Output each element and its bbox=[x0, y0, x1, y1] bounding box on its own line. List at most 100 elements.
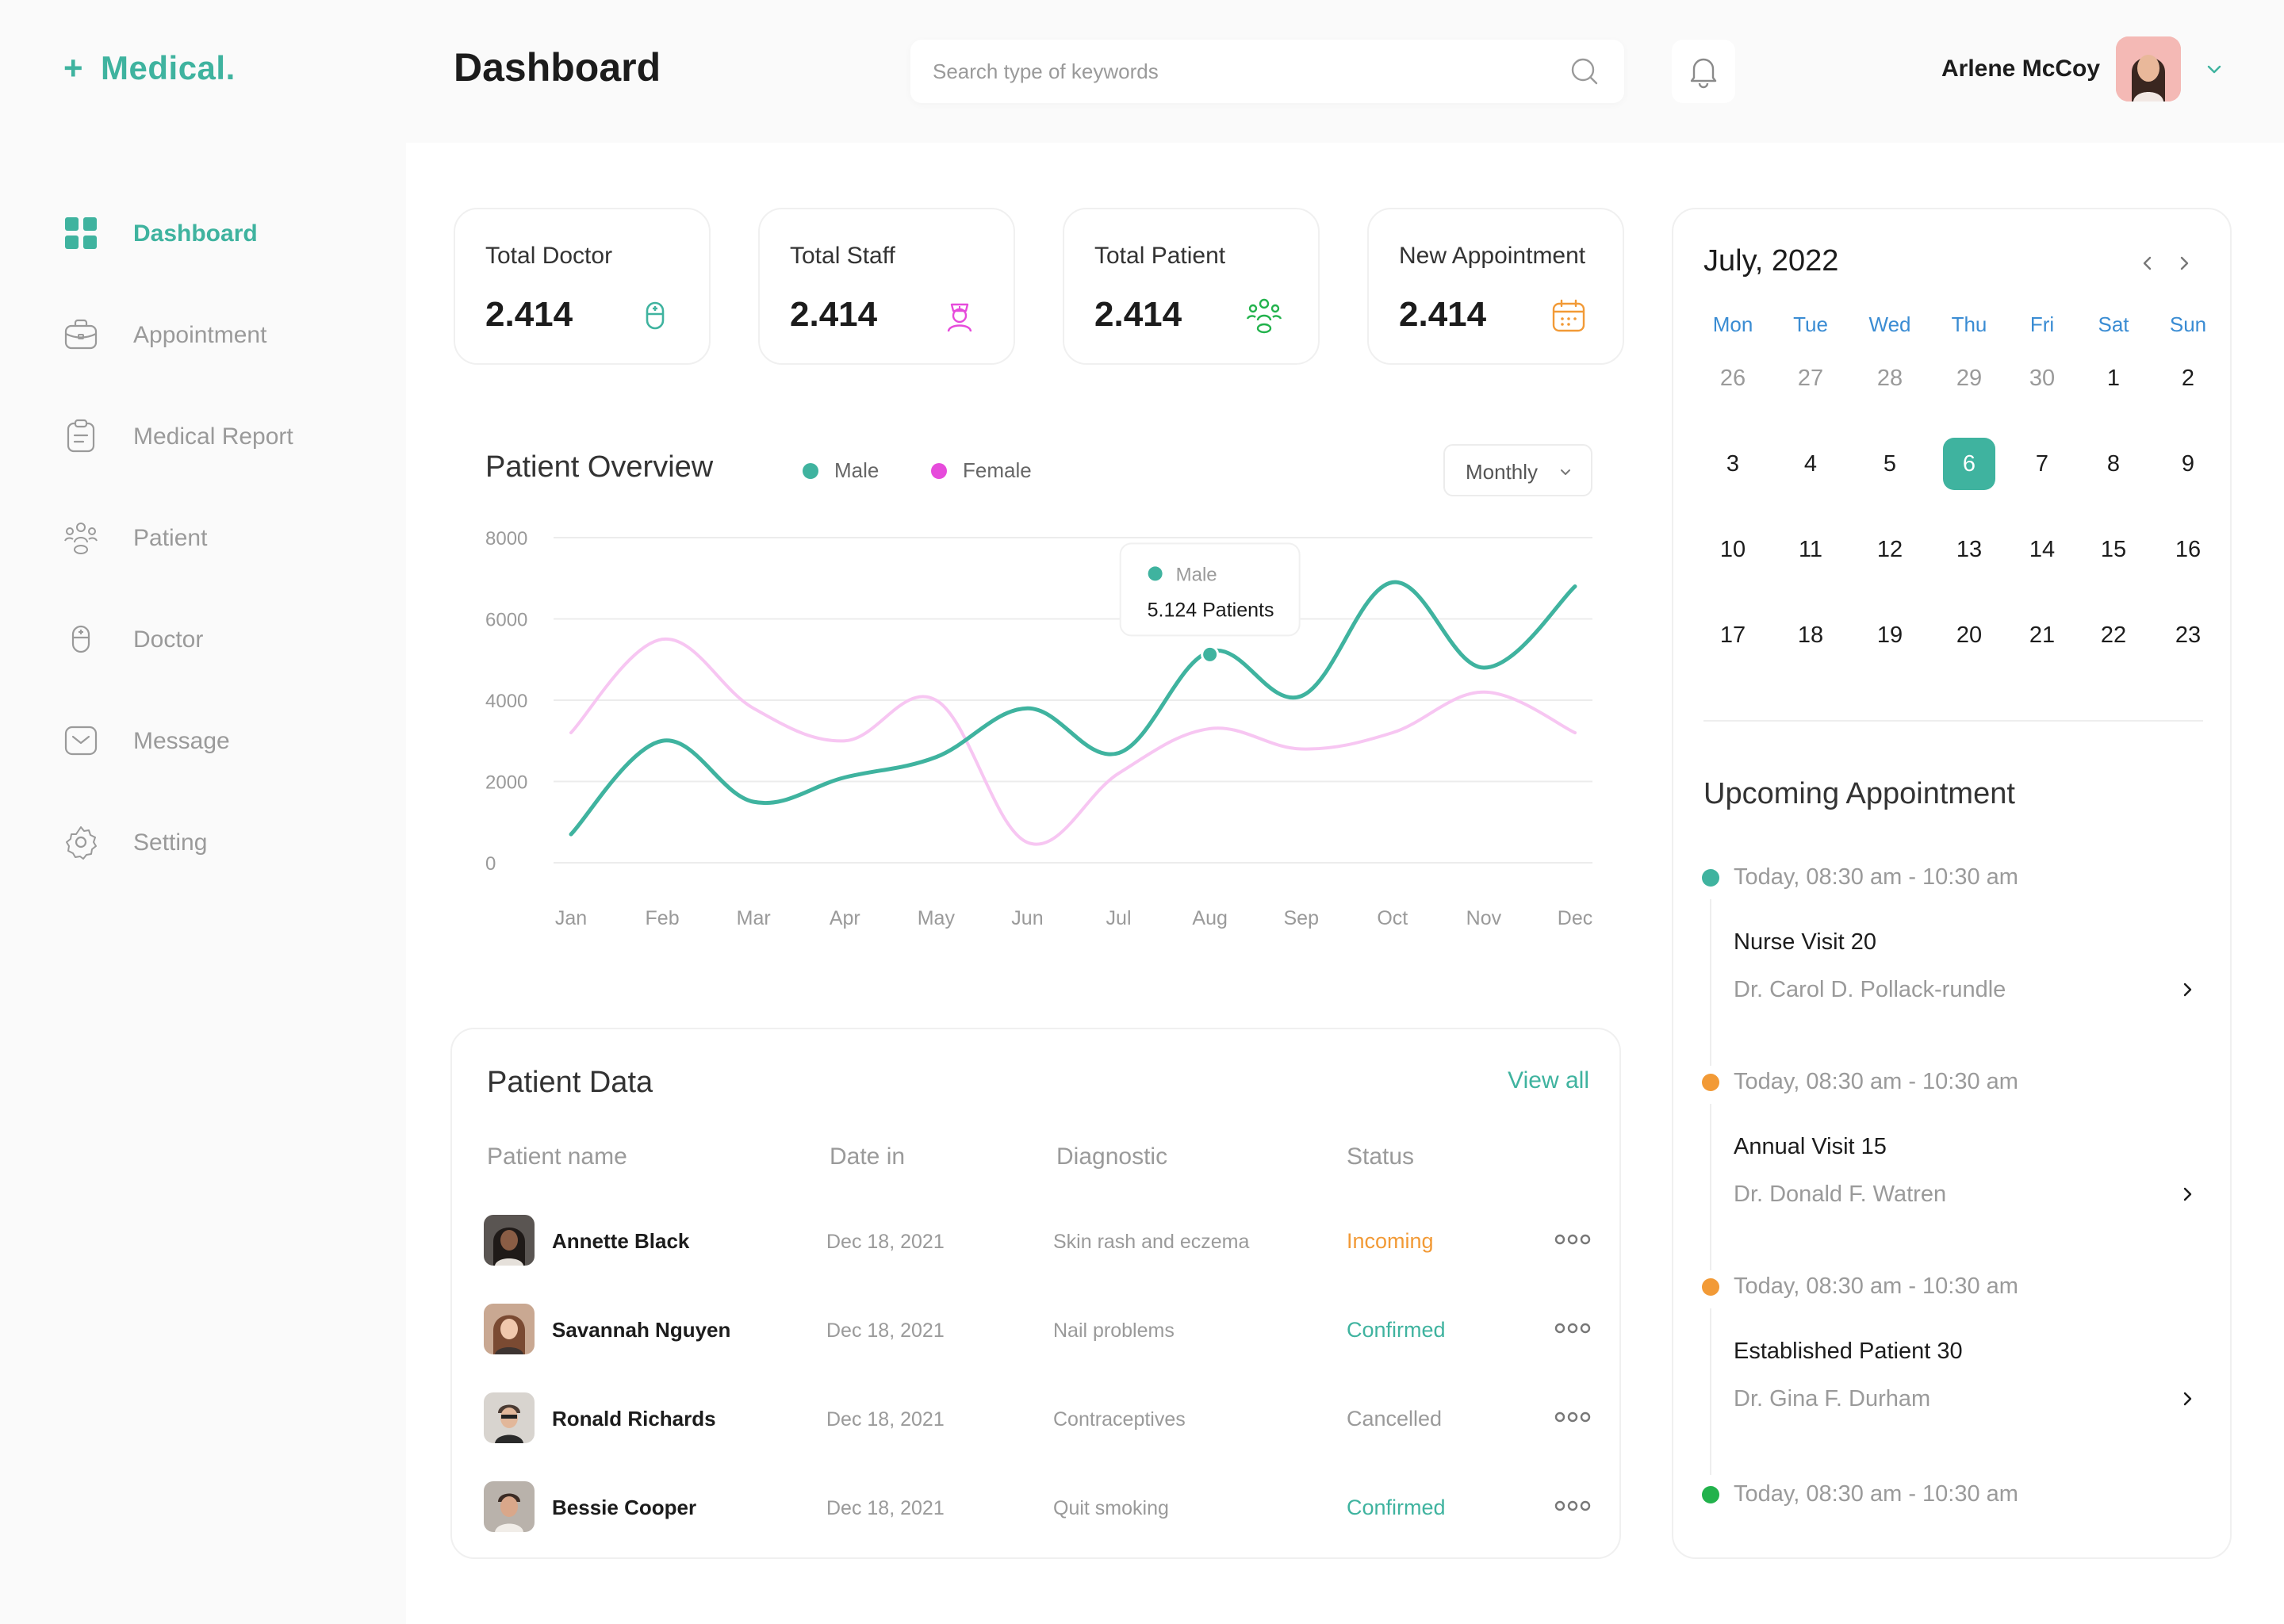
column-header-diagnostic[interactable]: Diagnostic bbox=[1056, 1143, 1168, 1170]
legend-label: Male bbox=[834, 458, 879, 482]
chevron-right-icon[interactable] bbox=[2178, 1185, 2197, 1204]
search-icon[interactable] bbox=[1569, 56, 1600, 87]
patient-date: Dec 18, 2021 bbox=[826, 1231, 945, 1253]
calendar-day[interactable]: 18 bbox=[1797, 622, 1824, 648]
more-options-icon[interactable] bbox=[1553, 1405, 1592, 1429]
calendar-day[interactable]: 22 bbox=[2100, 622, 2127, 648]
table-row[interactable]: Bessie Cooper Dec 18, 2021 Quit smoking … bbox=[452, 1481, 1623, 1570]
chevron-right-icon[interactable] bbox=[2178, 980, 2197, 999]
tooltip-value: 5.124 Patients bbox=[1148, 599, 1274, 621]
table-row[interactable]: Ronald Richards Dec 18, 2021 Contracepti… bbox=[452, 1392, 1623, 1481]
calendar-day[interactable]: 19 bbox=[1876, 622, 1903, 648]
x-tick-label: Jun bbox=[1011, 907, 1043, 929]
appointment-name: Nurse Visit 20 bbox=[1734, 929, 1876, 955]
table-row[interactable]: Annette Black Dec 18, 2021 Skin rash and… bbox=[452, 1215, 1623, 1304]
calendar-day[interactable]: 23 bbox=[2175, 622, 2202, 648]
calendar-day[interactable]: 6 bbox=[1943, 438, 1995, 490]
patient-diagnostic: Quit smoking bbox=[1053, 1497, 1169, 1519]
sidebar-item-doctor[interactable]: Doctor bbox=[63, 615, 381, 663]
calendar-day[interactable]: 15 bbox=[2100, 537, 2127, 562]
calendar-day[interactable]: 20 bbox=[1956, 622, 1983, 648]
sidebar-item-setting[interactable]: Setting bbox=[63, 818, 381, 866]
calendar-day[interactable]: 26 bbox=[1719, 366, 1746, 391]
chevron-right-icon[interactable] bbox=[2170, 249, 2198, 278]
calendar-weekday-fri: Fri bbox=[2029, 312, 2055, 336]
appointment-time: Today, 08:30 am - 10:30 am bbox=[1734, 1481, 2018, 1507]
status-badge: Incoming bbox=[1347, 1229, 1434, 1253]
patient-avatar bbox=[484, 1304, 535, 1354]
calendar-day[interactable]: 3 bbox=[1726, 451, 1740, 477]
sidebar-item-dashboard[interactable]: Dashboard bbox=[63, 209, 381, 257]
calendar-weekday-mon: Mon bbox=[1712, 312, 1753, 336]
calendar-day[interactable]: 10 bbox=[1719, 537, 1746, 562]
user-avatar[interactable] bbox=[2116, 36, 2181, 102]
calendar-day[interactable]: 13 bbox=[1956, 537, 1983, 562]
calendar-day[interactable]: 21 bbox=[2029, 622, 2056, 648]
chevron-down-icon bbox=[1561, 469, 1570, 475]
message-icon bbox=[64, 726, 98, 756]
status-badge: Confirmed bbox=[1347, 1496, 1446, 1519]
calendar-day[interactable]: 27 bbox=[1797, 366, 1824, 391]
chevron-down-icon[interactable] bbox=[2205, 60, 2224, 79]
appointment-doctor: Dr. Donald F. Watren bbox=[1734, 1182, 1947, 1207]
doctor-icon bbox=[71, 625, 90, 653]
calendar-day[interactable]: 9 bbox=[2181, 451, 2195, 477]
calendar-day[interactable]: 1 bbox=[2106, 366, 2121, 391]
calendar-day[interactable]: 7 bbox=[2035, 451, 2049, 477]
chevron-left-icon[interactable] bbox=[2133, 249, 2162, 278]
search-input[interactable] bbox=[933, 54, 1535, 89]
view-all-link[interactable]: View all bbox=[1508, 1067, 1589, 1094]
column-header-date-in[interactable]: Date in bbox=[830, 1143, 906, 1170]
tooltip-box bbox=[1119, 542, 1301, 637]
sidebar-item-appointment[interactable]: Appointment bbox=[63, 311, 381, 358]
legend-label: Female bbox=[963, 458, 1032, 482]
patient-date: Dec 18, 2021 bbox=[826, 1408, 945, 1431]
notification-button[interactable] bbox=[1672, 40, 1735, 103]
y-tick-label: 8000 bbox=[485, 528, 527, 550]
stat-card-total-patient[interactable]: Total Patient 2.414 bbox=[1063, 208, 1320, 365]
column-header-status[interactable]: Status bbox=[1347, 1143, 1415, 1170]
calendar-day[interactable]: 12 bbox=[1876, 537, 1903, 562]
patient-name: Annette Black bbox=[552, 1229, 690, 1253]
stat-card-total-doctor[interactable]: Total Doctor 2.414 bbox=[454, 208, 711, 365]
user-name[interactable]: Arlene McCoy bbox=[1941, 56, 2101, 82]
app-logo[interactable]: + Medical. bbox=[63, 49, 236, 87]
calendar-day[interactable]: 11 bbox=[1798, 537, 1823, 562]
calendar-day[interactable]: 29 bbox=[1956, 366, 1983, 391]
stat-card-new-appointment[interactable]: New Appointment 2.414 bbox=[1367, 208, 1624, 365]
calendar-day[interactable]: 4 bbox=[1803, 451, 1818, 477]
stat-card-total-staff[interactable]: Total Staff 2.414 bbox=[758, 208, 1015, 365]
y-tick-label: 2000 bbox=[485, 772, 527, 794]
more-options-icon[interactable] bbox=[1553, 1228, 1592, 1251]
sidebar-item-message[interactable]: Message bbox=[63, 717, 381, 764]
calendar-weekday-wed: Wed bbox=[1868, 312, 1911, 336]
logo-plus: + bbox=[63, 49, 84, 86]
calendar-day[interactable]: 28 bbox=[1876, 366, 1903, 391]
patient-date: Dec 18, 2021 bbox=[826, 1497, 945, 1519]
stat-label: Total Doctor bbox=[485, 243, 613, 269]
calendar-day[interactable]: 5 bbox=[1883, 451, 1897, 477]
sidebar-item-medical-report[interactable]: Medical Report bbox=[63, 412, 381, 460]
period-select[interactable]: Monthly bbox=[1443, 444, 1592, 496]
sidebar-item-patient[interactable]: Patient bbox=[63, 514, 381, 561]
sidebar-item-label: Appointment bbox=[133, 322, 267, 348]
period-select-value: Monthly bbox=[1466, 460, 1539, 484]
calendar-day[interactable]: 14 bbox=[2029, 537, 2056, 562]
more-options-icon[interactable] bbox=[1553, 1316, 1592, 1340]
chevron-right-icon[interactable] bbox=[2178, 1389, 2197, 1408]
clipboard-icon bbox=[67, 419, 95, 453]
stat-label: New Appointment bbox=[1399, 243, 1586, 269]
column-header-patient-name[interactable]: Patient name bbox=[487, 1143, 627, 1170]
stat-value: 2.414 bbox=[485, 295, 573, 334]
more-options-icon[interactable] bbox=[1553, 1494, 1592, 1518]
calendar-day[interactable]: 16 bbox=[2175, 537, 2202, 562]
tooltip-dot bbox=[1148, 566, 1163, 581]
calendar-day[interactable]: 17 bbox=[1719, 622, 1746, 648]
patient-diagnostic: Contraceptives bbox=[1053, 1408, 1186, 1431]
calendar-day[interactable]: 8 bbox=[2106, 451, 2121, 477]
search-bar[interactable] bbox=[910, 40, 1624, 103]
calendar-day[interactable]: 30 bbox=[2029, 366, 2056, 391]
calendar-day[interactable]: 2 bbox=[2181, 366, 2195, 391]
table-row[interactable]: Savannah Nguyen Dec 18, 2021 Nail proble… bbox=[452, 1304, 1623, 1392]
patient-overview-chart: 8000 6000 4000 2000 0 Jan Feb Mar Apr May Jun Jul Au… bbox=[485, 528, 1592, 929]
